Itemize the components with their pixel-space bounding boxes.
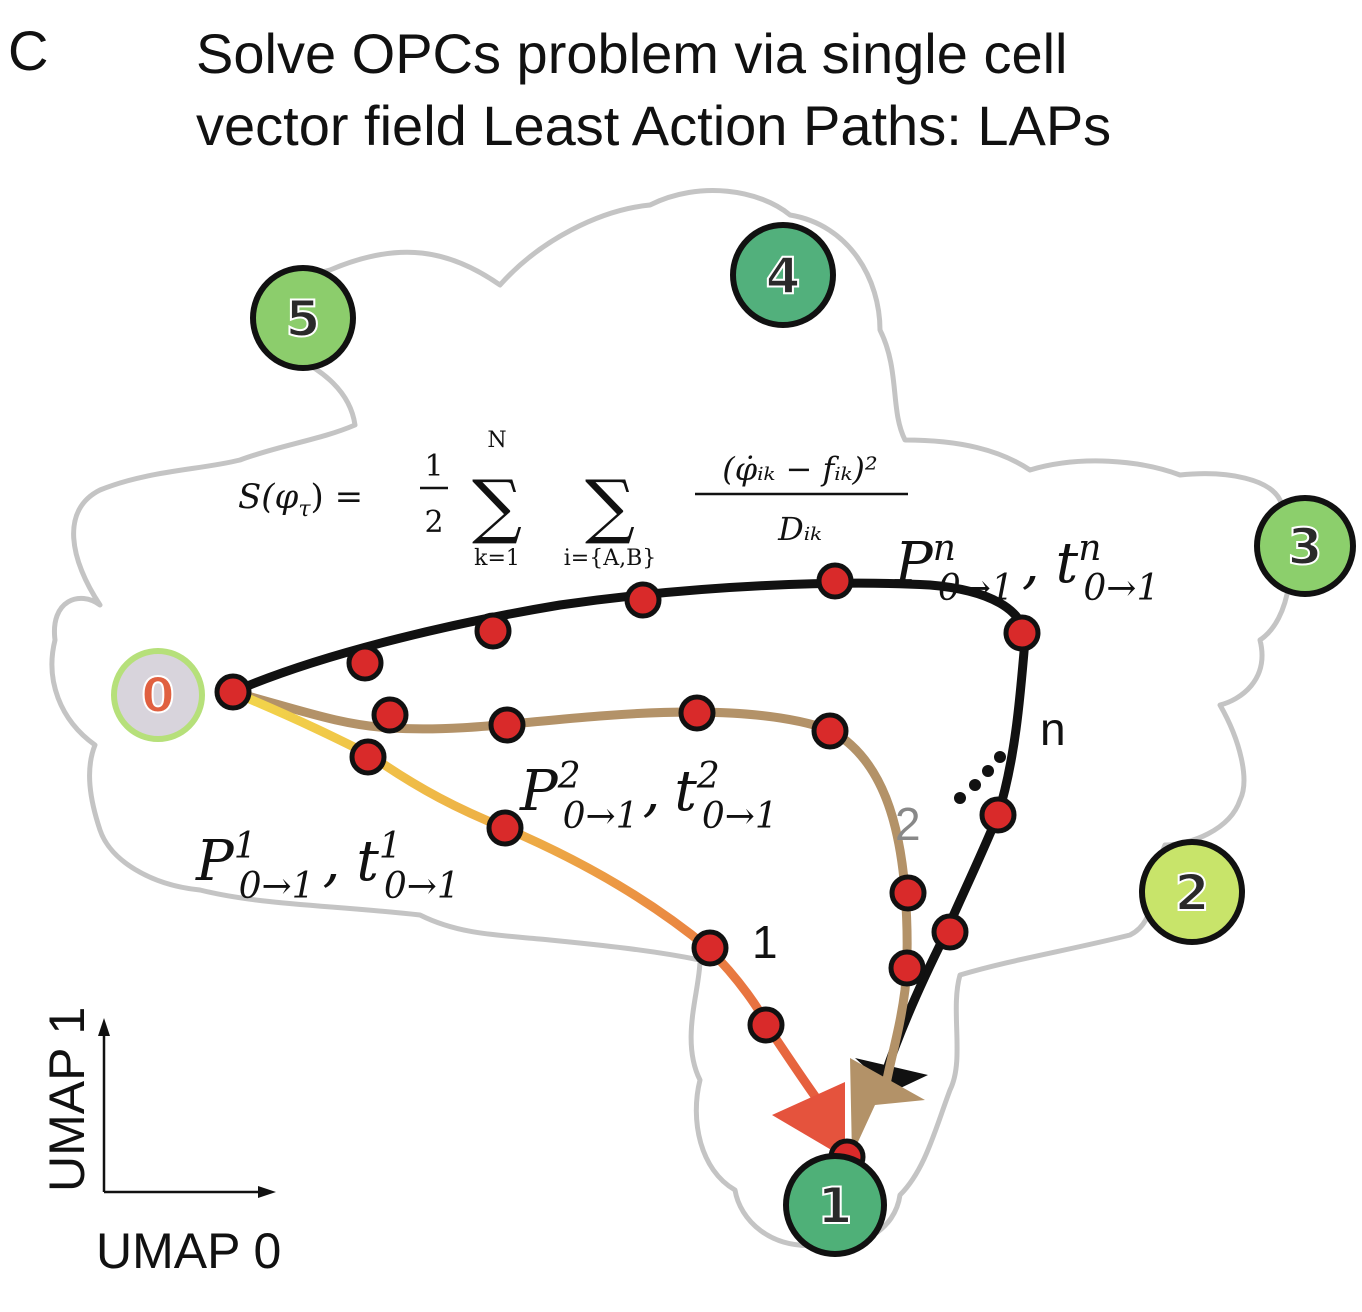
point-n-3: [624, 581, 662, 619]
title-line-2: vector field Least Action Paths: LAPs: [196, 94, 1112, 157]
node-4: 4: [730, 222, 836, 328]
point-2-4: [811, 712, 849, 750]
node-2: 2: [1139, 839, 1245, 945]
panel-letter: C: [8, 19, 49, 82]
path-points: [214, 562, 1041, 1176]
eq-sum1-bottom: k=1: [474, 546, 520, 571]
point-2-5: [889, 874, 927, 912]
eq-half-denominator: 2: [424, 505, 443, 540]
point-n-7: [931, 913, 969, 951]
path-number-2: 2: [895, 798, 921, 850]
point-n-1: [346, 644, 384, 682]
node-2-label: 2: [1175, 864, 1210, 922]
x-axis-label: UMAP 0: [96, 1223, 281, 1279]
node-0-label: 0: [141, 668, 174, 724]
path-1-label: P1 0→1, t1 0→1: [195, 826, 460, 907]
node-5-label: 5: [286, 290, 321, 348]
point-start: [214, 673, 252, 711]
path-2-label: P2 0→1, t2 0→1: [519, 756, 778, 837]
path-2-arrowhead: [850, 1058, 925, 1155]
point-n-2: [474, 612, 512, 650]
eq-sum1-top: N: [487, 428, 506, 453]
eq-sum1-sigma: ∑: [472, 465, 522, 547]
path-number-1: 1: [752, 916, 778, 968]
point-2-3: [678, 694, 716, 732]
node-3: 3: [1254, 495, 1356, 597]
eq-sum2-sigma: ∑: [585, 465, 635, 547]
node-4-label: 4: [766, 247, 801, 305]
y-axis-arrow-icon: [98, 1018, 110, 1036]
action-equation: S(φτ) = 1 2 N ∑ k=1 ∑ i={A,B} (φ̇ᵢₖ − fᵢ…: [238, 428, 908, 571]
y-axis-label: UMAP 1: [39, 1007, 95, 1192]
node-5: 5: [250, 265, 356, 371]
point-n-5: [1003, 614, 1041, 652]
point-1-2: [486, 809, 524, 847]
path-number-n: n: [1040, 703, 1066, 755]
point-1-3: [691, 929, 729, 967]
eq-half-numerator: 1: [424, 449, 443, 484]
node-1: 1: [783, 1153, 887, 1257]
eq-lhs: S(φτ) =: [238, 477, 363, 522]
eq-fraction-numerator: (φ̇ᵢₖ − fᵢₖ)²: [722, 450, 877, 488]
title-line-1: Solve OPCs problem via single cell: [196, 22, 1068, 85]
path-1-arrowhead: [772, 1082, 845, 1158]
ellipsis-dots: [954, 751, 1006, 804]
point-2-6: [888, 949, 926, 987]
point-2-2: [488, 706, 526, 744]
node-0: 0: [111, 648, 205, 742]
point-n-6: [979, 796, 1017, 834]
path-1: [228, 687, 830, 1115]
eq-fraction-denominator: Dᵢₖ: [777, 510, 822, 548]
point-n-4: [816, 562, 854, 600]
path-n-label: Pn 0→1, tn 0→1: [894, 528, 1159, 609]
point-2-1: [371, 696, 409, 734]
figure-title: Solve OPCs problem via single cell vecto…: [196, 18, 1346, 162]
point-1-4: [747, 1006, 785, 1044]
node-3-label: 3: [1288, 518, 1323, 576]
eq-sum2-bottom: i={A,B}: [564, 546, 657, 571]
umap-axes: UMAP 1 UMAP 0: [39, 1007, 281, 1279]
manifold-outline: [49, 188, 1293, 1249]
node-1-label: 1: [818, 1177, 853, 1235]
point-1-1: [349, 738, 387, 776]
x-axis-arrow-icon: [258, 1186, 276, 1198]
